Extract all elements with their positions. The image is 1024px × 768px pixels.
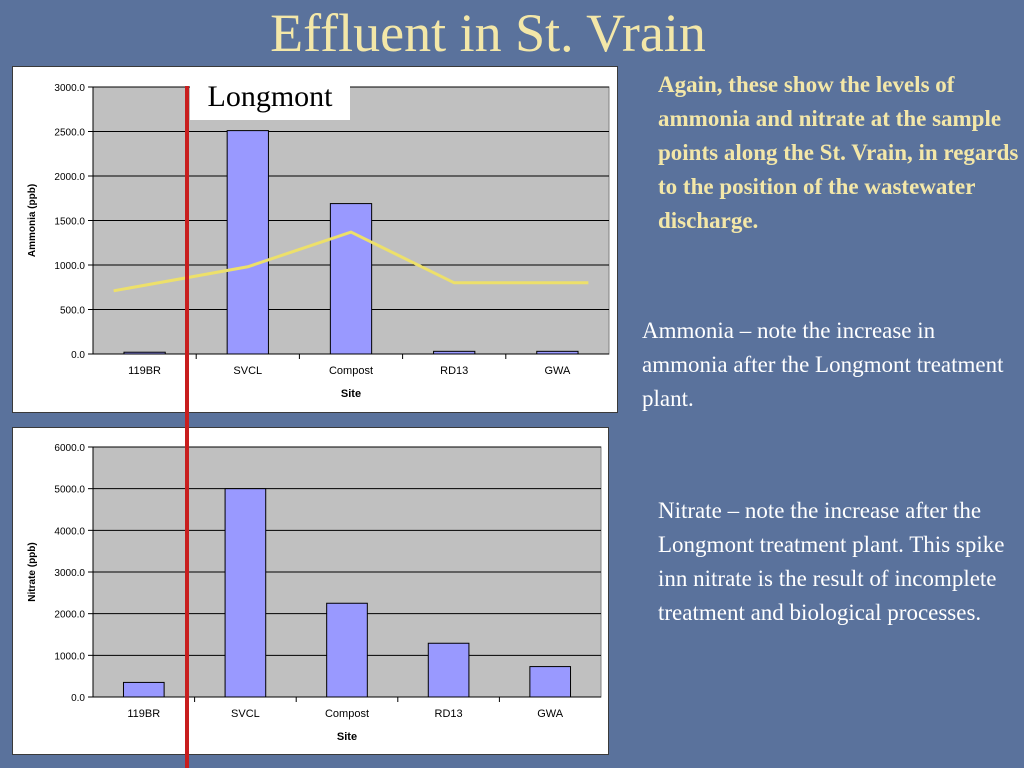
- bar-svcl: [224, 488, 267, 698]
- bar-rd13: [433, 350, 476, 355]
- nitrate-note: Nitrate – note the increase after the Lo…: [658, 498, 1005, 625]
- bar-gwa: [529, 666, 572, 698]
- x-tick-label: RD13: [440, 365, 468, 377]
- y-tick-label: 0.0: [71, 693, 85, 704]
- x-tick-label: 119BR: [128, 365, 161, 377]
- bar-119br: [123, 351, 166, 355]
- y-tick-label: 4000.0: [54, 526, 85, 537]
- ammonia-chart-svg: 0.0 500.0 1000.0 1500.0 2000.0 2500.0 3000.0 11…: [27, 83, 610, 400]
- x-tick-label: RD13: [435, 708, 463, 720]
- bar-119br: [122, 681, 165, 698]
- x-tick-label: SVCL: [231, 708, 260, 720]
- bar-rd13: [427, 642, 470, 698]
- y-tick-label: 6000.0: [54, 443, 85, 454]
- y-tick-label: 1000.0: [54, 261, 85, 272]
- y-tick-label: 2500.0: [54, 128, 85, 139]
- ammonia-chart: 0.0 500.0 1000.0 1500.0 2000.0 2500.0 3000.0 11…: [12, 66, 618, 413]
- y-axis-title: Ammonia (ppb): [27, 184, 38, 257]
- bar-compost: [326, 602, 368, 698]
- y-tick-label: 0.0: [71, 350, 85, 361]
- x-tick-label: GWA: [537, 708, 564, 720]
- x-tick-label: GWA: [544, 365, 571, 377]
- y-tick-label: 2000.0: [54, 610, 85, 621]
- x-axis-title: Site: [337, 731, 357, 743]
- slide-title: Effluent in St. Vrain: [270, 3, 706, 63]
- longmont-callout: Longmont: [190, 74, 350, 120]
- x-tick-label: Compost: [329, 365, 373, 377]
- summary-note: Again, these show the levels of ammonia …: [658, 72, 1019, 233]
- y-tick-label: 1000.0: [54, 651, 85, 662]
- x-tick-label: SVCL: [233, 365, 262, 377]
- y-tick-label: 2000.0: [54, 172, 85, 183]
- trend-line: [113, 230, 589, 293]
- bar-gwa: [536, 350, 579, 355]
- bar-compost: [329, 203, 373, 355]
- y-tick-label: 3000.0: [54, 568, 85, 579]
- nitrate-chart: 0.0 1000.0 2000.0 3000.0 4000.0 5000.0 6000.0 1…: [12, 427, 609, 755]
- y-axis-title: Nitrate (ppb): [27, 542, 38, 601]
- x-axis-title: Site: [341, 388, 361, 400]
- x-tick-label: Compost: [325, 708, 369, 720]
- bar-svcl: [226, 130, 269, 355]
- y-tick-label: 1500.0: [54, 217, 85, 228]
- y-tick-label: 5000.0: [54, 485, 85, 496]
- y-tick-label: 3000.0: [54, 83, 85, 94]
- y-tick-label: 500.0: [60, 306, 85, 317]
- ammonia-note: Ammonia – note the increase in ammonia a…: [642, 318, 1004, 411]
- x-tick-label: 119BR: [127, 708, 160, 720]
- longmont-divider-line: [185, 86, 189, 768]
- nitrate-chart-svg: 0.0 1000.0 2000.0 3000.0 4000.0 5000.0 6000.0 1…: [27, 443, 602, 743]
